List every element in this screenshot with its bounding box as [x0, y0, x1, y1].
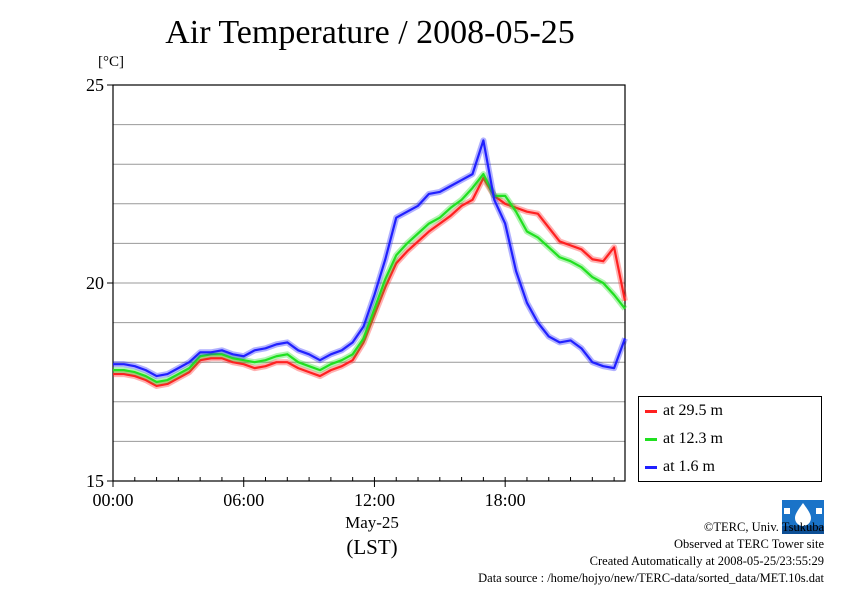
footer-copyright: ©TERC, Univ. Tsukuba — [703, 520, 824, 534]
legend-item-29-5m: at 29.5 m — [645, 401, 723, 421]
y-tick-label-25: 25 — [86, 75, 104, 95]
footer-observed: Observed at TERC Tower site — [673, 537, 824, 551]
series-line-0 — [113, 176, 627, 388]
x-tick-label-6: 06:00 — [223, 490, 264, 510]
legend-item-1-6m: at 1.6 m — [645, 457, 715, 477]
x-axis-unit-label: (LST) — [346, 535, 398, 559]
x-tick-label-0: 00:00 — [92, 490, 133, 510]
legend-label-29-5m: at 29.5 m — [663, 402, 723, 419]
legend: at 29.5 m at 12.3 m at 1.6 m — [638, 396, 822, 482]
legend-swatch-29-5m — [645, 409, 657, 413]
legend-swatch-12-3m — [645, 437, 657, 441]
x-tick-label-18: 18:00 — [485, 490, 526, 510]
legend-swatch-1-6m — [645, 465, 657, 469]
y-tick-label-15: 15 — [86, 471, 104, 491]
y-tick-label-20: 20 — [86, 273, 104, 293]
series-halo-1 — [113, 171, 628, 385]
footer-created: Created Automatically at 2008-05-25/23:5… — [589, 554, 824, 568]
series-halo-0 — [113, 175, 628, 389]
terc-logo — [782, 500, 824, 534]
legend-label-12-3m: at 12.3 m — [663, 430, 723, 447]
y-axis-unit: [°C] — [98, 54, 124, 70]
series-halo-2 — [113, 137, 628, 380]
series-line-1 — [113, 173, 626, 384]
footer-source: Data source : /home/hojyo/new/TERC-data/… — [478, 571, 824, 585]
legend-item-12-3m: at 12.3 m — [645, 429, 723, 449]
x-axis-date-label: May-25 — [345, 513, 399, 532]
chart-title: Air Temperature / 2008-05-25 — [165, 14, 575, 51]
legend-label-1-6m: at 1.6 m — [663, 458, 715, 475]
x-tick-label-12: 12:00 — [354, 490, 395, 510]
series-line-2 — [113, 139, 627, 378]
